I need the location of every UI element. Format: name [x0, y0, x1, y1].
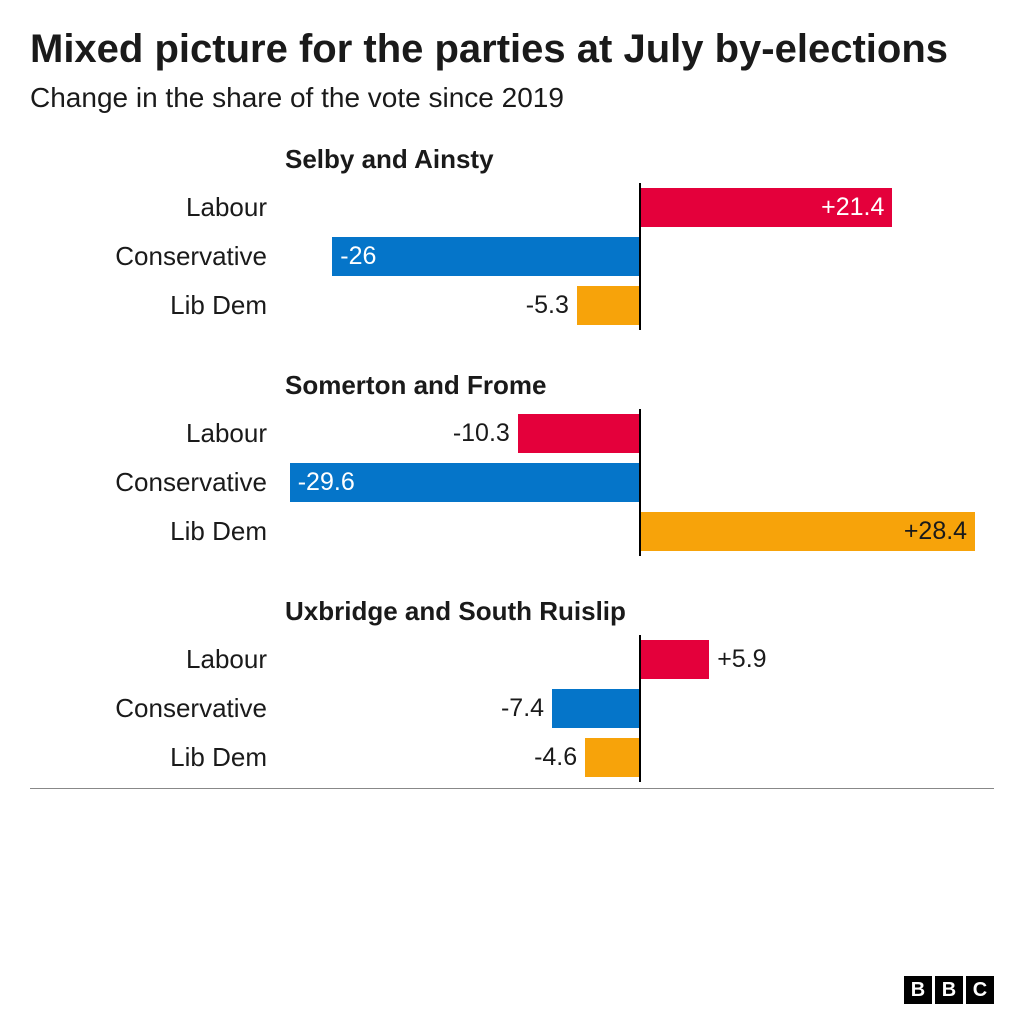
party-label: Conservative [30, 467, 285, 498]
chart-group: Somerton and FromeLabour-10.3Conservativ… [30, 370, 994, 596]
party-label: Labour [30, 418, 285, 449]
party-label: Conservative [30, 241, 285, 272]
group-title: Somerton and Frome [30, 370, 994, 401]
bbc-logo: B B C [904, 976, 994, 1004]
group-title: Uxbridge and South Ruislip [30, 596, 994, 627]
zero-axis [639, 409, 641, 556]
zero-axis [639, 635, 641, 782]
party-label: Lib Dem [30, 516, 285, 547]
chart-container: Mixed picture for the parties at July by… [0, 0, 1024, 789]
party-label: Labour [30, 192, 285, 223]
party-label: Lib Dem [30, 290, 285, 321]
chart-subtitle: Change in the share of the vote since 20… [30, 82, 994, 114]
chart-group: Selby and AinstyLabour+21.4Conservative-… [30, 144, 994, 370]
zero-axis [639, 183, 641, 330]
logo-letter: B [904, 976, 932, 1004]
group-title: Selby and Ainsty [30, 144, 994, 175]
logo-letter: B [935, 976, 963, 1004]
party-label: Conservative [30, 693, 285, 724]
party-label: Lib Dem [30, 742, 285, 773]
chart-group: Uxbridge and South RuislipLabour+5.9Cons… [30, 596, 994, 788]
logo-letter: C [966, 976, 994, 1004]
party-label: Labour [30, 644, 285, 675]
chart-title: Mixed picture for the parties at July by… [30, 26, 994, 72]
chart-area: Selby and AinstyLabour+21.4Conservative-… [30, 144, 994, 789]
